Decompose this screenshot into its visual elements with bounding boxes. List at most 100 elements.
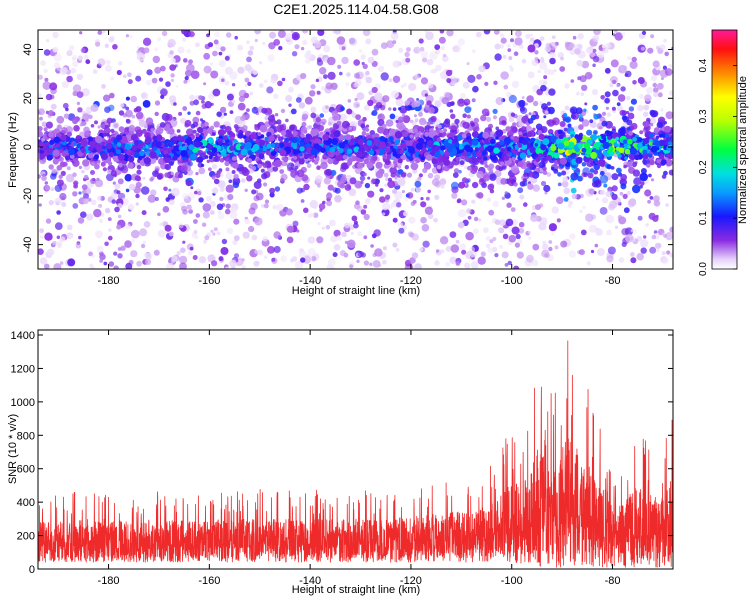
- heatmap-cell: [621, 228, 629, 236]
- heatmap-cell: [526, 95, 534, 103]
- heatmap-cell: [579, 209, 583, 213]
- heatmap-cell: [142, 240, 146, 244]
- heatmap-cell: [280, 124, 284, 129]
- heatmap-cell: [310, 128, 318, 137]
- heatmap-cell: [198, 197, 204, 203]
- heatmap-cell: [433, 145, 440, 152]
- heatmap-cell: [560, 240, 568, 248]
- heatmap-cell: [507, 48, 512, 52]
- heatmap-cell: [238, 254, 242, 258]
- heatmap-cell: [296, 169, 305, 178]
- heatmap-cell: [362, 152, 368, 157]
- heatmap-cell: [464, 102, 469, 106]
- heatmap-cell: [273, 231, 281, 239]
- heatmap-cell: [254, 30, 261, 35]
- heatmap-cell: [241, 168, 250, 177]
- heatmap-cell: [247, 158, 253, 164]
- heatmap-cell: [171, 149, 176, 154]
- heatmap-cell: [63, 113, 69, 119]
- heatmap-cell: [182, 240, 186, 244]
- heatmap-cell: [526, 131, 533, 138]
- heatmap-cell: [117, 247, 122, 251]
- heatmap-cell: [654, 242, 662, 249]
- heatmap-cell: [415, 142, 423, 150]
- heatmap-cell: [76, 73, 84, 81]
- heatmap-cell: [213, 39, 219, 45]
- heatmap-cell: [509, 67, 515, 72]
- heatmap-cell: [94, 179, 104, 188]
- heatmap-x-label: Height of straight line (km): [292, 285, 420, 297]
- heatmap-cell: [311, 158, 316, 163]
- heatmap-cell: [513, 182, 518, 187]
- heatmap-cell: [53, 53, 62, 62]
- heatmap-cell: [665, 111, 673, 120]
- heatmap-cell: [164, 224, 172, 232]
- heatmap-cell: [551, 206, 560, 214]
- heatmap-cell: [495, 126, 500, 131]
- heatmap-cell: [440, 249, 445, 254]
- heatmap-cell: [260, 168, 265, 173]
- heatmap-cell: [40, 60, 46, 66]
- heatmap-cell: [532, 184, 540, 192]
- heatmap-cell: [196, 156, 204, 163]
- heatmap-cell: [650, 178, 655, 182]
- heatmap-cell: [532, 127, 536, 131]
- heatmap-cell: [501, 120, 507, 126]
- heatmap-cell: [605, 106, 610, 110]
- heatmap-cell: [414, 180, 422, 188]
- heatmap-cell: [45, 142, 50, 146]
- heatmap-cell: [44, 232, 53, 241]
- heatmap-cell: [152, 55, 160, 64]
- y-tick-label: -20: [22, 188, 34, 204]
- heatmap-cell: [280, 177, 285, 182]
- heatmap-cell: [104, 43, 110, 48]
- heatmap-cell: [45, 93, 53, 101]
- heatmap-cell: [626, 126, 631, 131]
- heatmap-cell: [325, 105, 329, 110]
- heatmap-cell: [501, 251, 509, 259]
- heatmap-cell: [453, 44, 462, 53]
- colorbar-label: Normalized spectral amplitude: [737, 76, 749, 224]
- heatmap-cell: [225, 32, 232, 38]
- heatmap-cell: [271, 257, 276, 262]
- heatmap-cell: [209, 200, 216, 208]
- heatmap-cell: [198, 95, 204, 100]
- heatmap-cell: [400, 142, 407, 149]
- heatmap-cell: [424, 131, 430, 137]
- heatmap-cell: [639, 130, 644, 135]
- heatmap-cell: [640, 247, 647, 254]
- heatmap-cell: [611, 193, 618, 200]
- heatmap-cell: [206, 150, 212, 155]
- heatmap-cell: [382, 212, 386, 216]
- heatmap-cell: [605, 190, 613, 198]
- heatmap-cell: [285, 118, 289, 123]
- heatmap-cell: [592, 63, 596, 68]
- heatmap-cell: [581, 84, 588, 92]
- heatmap-cell: [462, 81, 470, 89]
- heatmap-cell: [366, 161, 374, 169]
- heatmap-cell: [291, 137, 298, 144]
- heatmap-cell: [503, 155, 510, 161]
- heatmap-cell: [589, 119, 594, 124]
- heatmap-cell: [454, 142, 460, 148]
- heatmap-cell: [220, 106, 227, 113]
- heatmap-cell: [224, 266, 230, 269]
- heatmap-cell: [515, 233, 521, 240]
- heatmap-cell: [67, 224, 73, 231]
- heatmap-cell: [45, 218, 52, 224]
- heatmap-cell: [224, 208, 231, 215]
- colorbar-tick-label: 0.2: [698, 160, 709, 174]
- heatmap-cell: [440, 145, 446, 151]
- heatmap-cell: [398, 227, 405, 234]
- heatmap-cell: [575, 147, 580, 153]
- heatmap-cell: [263, 79, 268, 84]
- heatmap-cell: [571, 193, 578, 200]
- heatmap-cell: [646, 163, 651, 168]
- heatmap-cell: [81, 184, 88, 191]
- heatmap-cell: [476, 151, 483, 158]
- heatmap-cell: [305, 58, 311, 64]
- heatmap-cell: [326, 151, 331, 156]
- heatmap-cell: [118, 61, 123, 66]
- heatmap-cell: [188, 59, 194, 65]
- heatmap-cell: [347, 99, 352, 103]
